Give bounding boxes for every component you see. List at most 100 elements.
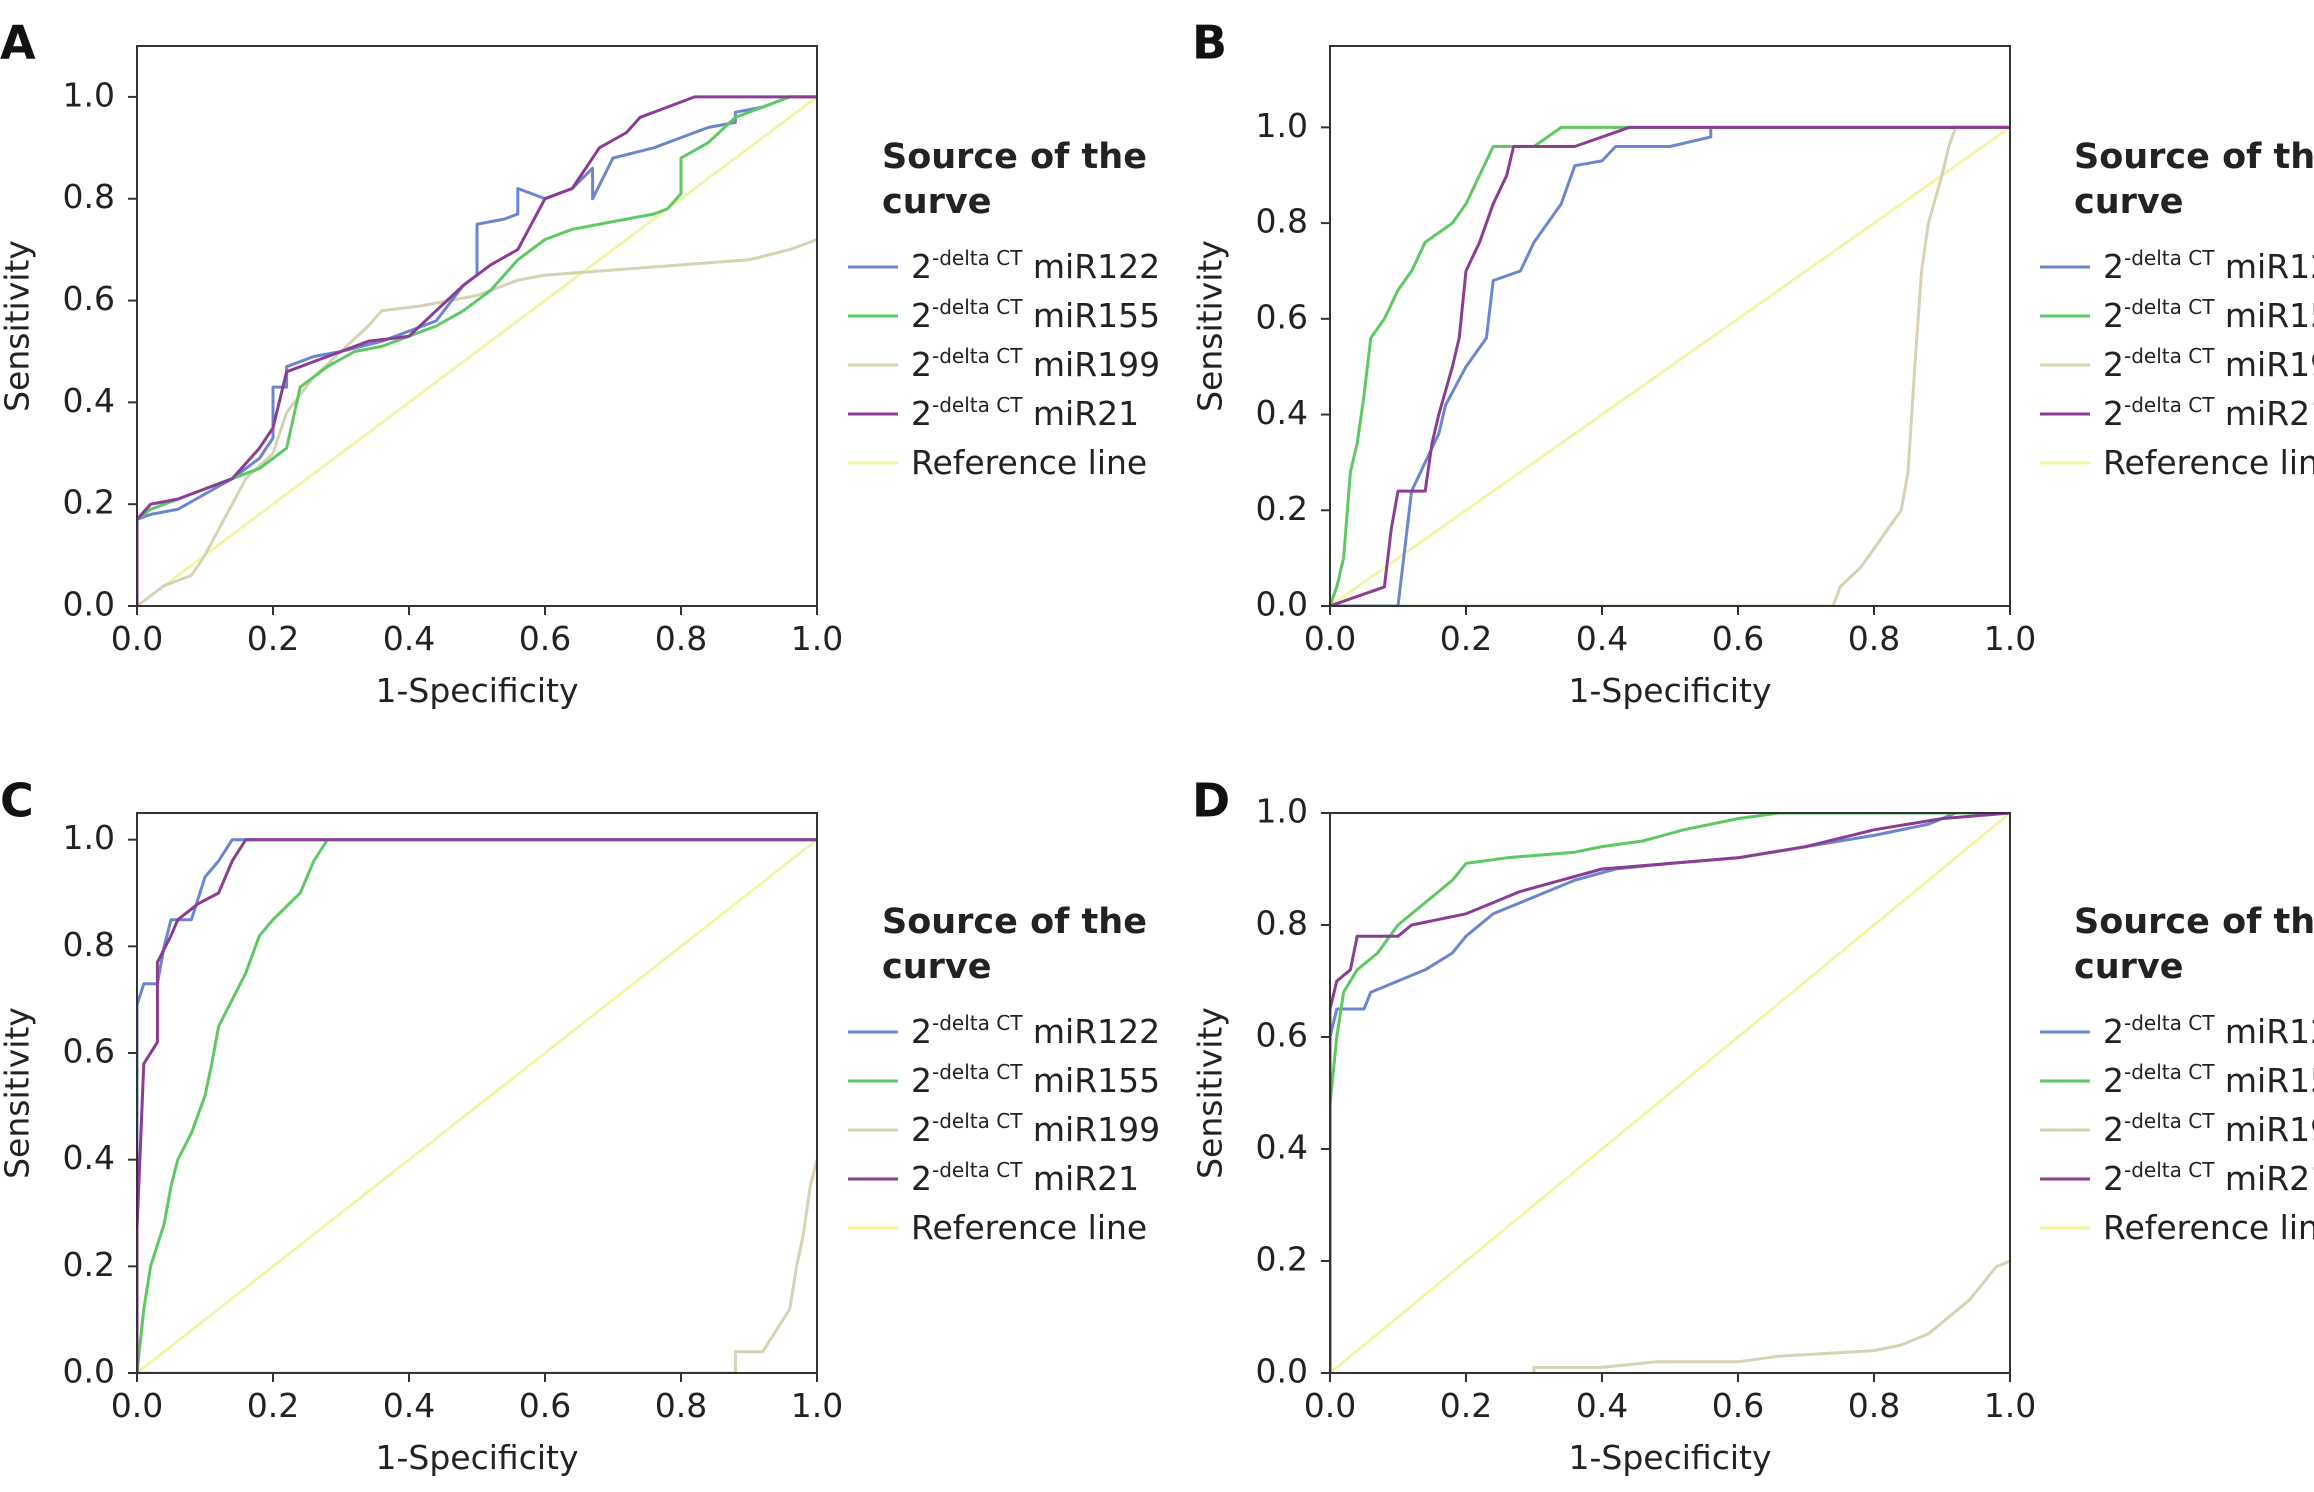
y-tick-label: 0.0	[1256, 585, 1308, 624]
y-tick-label: 1.0	[63, 818, 115, 857]
plot-frame	[1329, 812, 2011, 1374]
legend-entry: Reference line	[911, 443, 1147, 482]
x-tick-label: 0.0	[1304, 1386, 1356, 1425]
panel-b: B 0.0 0.2 0.4 0.6 0.8 1.0 0.0 0.2 0.4 0.6 0.8 1.0 1-S…	[1191, 16, 2314, 711]
x-tick-label: 0.2	[1440, 619, 1492, 658]
x-tick-label: 0.4	[383, 1386, 435, 1425]
series-line-mir199	[1532, 1259, 2010, 1373]
legend-entry: 2-delta CT miR199	[911, 344, 1160, 384]
x-axis-title: 1-Specificity	[376, 671, 579, 710]
series-line-mir122	[1330, 125, 2010, 606]
series-line-mir199	[1330, 125, 2010, 606]
legend-entry: Reference line	[911, 1208, 1147, 1247]
series-line-mir155	[137, 838, 817, 1373]
y-tick-label: 0.4	[1256, 1128, 1308, 1167]
legend-entry: 2-delta CT miR155	[911, 295, 1160, 335]
x-tick-label: 1.0	[1984, 1386, 2036, 1425]
y-tick-label: 0.0	[63, 1352, 115, 1391]
legend-entry: 2-delta CT miR199	[2103, 344, 2314, 384]
y-tick-label: 1.0	[1256, 106, 1308, 145]
legend-entry: 2-delta CT miR155	[2103, 295, 2314, 335]
curves	[137, 95, 817, 606]
x-tick-label: 0.6	[519, 1386, 571, 1425]
plot-frame	[136, 812, 818, 1374]
y-tick-label: 0.8	[63, 177, 115, 216]
legend-title: curve	[2074, 947, 2183, 987]
x-tick-label: 0.8	[1848, 1386, 1900, 1425]
x-tick-label: 0.0	[1304, 619, 1356, 658]
y-tick-label: 1.0	[63, 75, 115, 114]
legend-title: curve	[882, 947, 991, 987]
curves	[1330, 813, 2010, 1373]
y-tick-label: 0.0	[63, 585, 115, 624]
y-tick-label: 0.4	[63, 381, 115, 420]
legend-entry: Reference line	[2103, 443, 2314, 482]
legend-entry: 2-delta CT miR122	[911, 1011, 1160, 1051]
series-line-reference-line	[137, 95, 817, 606]
x-tick-label: 0.6	[1712, 1386, 1764, 1425]
y-tick-label: 0.8	[63, 925, 115, 964]
x-tick-label: 0.4	[383, 619, 435, 658]
panel-letter: B	[1192, 16, 1227, 70]
y-tick-label: 1.0	[1256, 792, 1308, 831]
series-line-mir21	[1330, 125, 2010, 606]
series-line-mir21	[137, 95, 817, 606]
x-tick-label: 0.2	[247, 1386, 299, 1425]
x-tick-label: 0.4	[1576, 1386, 1628, 1425]
legend-entry: 2-delta CT miR21	[911, 393, 1139, 433]
y-tick-label: 0.6	[1256, 297, 1308, 336]
x-tick-label: 0.0	[111, 619, 163, 658]
x-tick-label: 0.4	[1576, 619, 1628, 658]
x-tick-label: 1.0	[1984, 619, 2036, 658]
legend-entry: 2-delta CT miR199	[911, 1109, 1160, 1149]
legend-entry: Reference line	[2103, 1208, 2314, 1247]
x-tick-label: 0.0	[111, 1386, 163, 1425]
y-tick-label: 0.6	[63, 279, 115, 318]
y-tick-label: 0.6	[1256, 1016, 1308, 1055]
series-line-reference-line	[1330, 126, 2010, 606]
legend-entry: 2-delta CT miR21	[911, 1158, 1139, 1198]
y-tick-label: 0.4	[63, 1138, 115, 1177]
y-axis-title: Sensitivity	[0, 240, 37, 412]
y-tick-label: 0.2	[1256, 1240, 1308, 1279]
y-tick-label: 0.2	[63, 1245, 115, 1284]
series-line-mir155	[1330, 125, 2010, 606]
x-tick-label: 0.2	[247, 619, 299, 658]
legend-title: curve	[2074, 182, 2183, 222]
x-axis-title: 1-Specificity	[376, 1438, 579, 1477]
panel-d: D 0.0 0.2 0.4 0.6 0.8 1.0 0.0 0.2 0.4 0.6 0.8 1.0 1-S…	[1191, 774, 2314, 1478]
series-line-mir122	[1330, 813, 2010, 1373]
y-axis-title: Sensitivity	[0, 1007, 37, 1179]
panel-letter: A	[0, 16, 36, 70]
curves	[1330, 125, 2010, 606]
series-line-reference-line	[1330, 813, 2010, 1373]
plot-frame	[1329, 45, 2011, 607]
x-axis-title: 1-Specificity	[1569, 1438, 1772, 1477]
legend-entry: 2-delta CT miR155	[911, 1060, 1160, 1100]
legend-entry: 2-delta CT miR199	[2103, 1109, 2314, 1149]
x-axis-title: 1-Specificity	[1569, 671, 1772, 710]
legend-entry: 2-delta CT miR122	[911, 246, 1160, 286]
y-tick-label: 0.8	[1256, 202, 1308, 241]
series-line-mir199	[137, 1159, 817, 1373]
legend: Source of the curve 2-delta CT miR122 2-del…	[848, 137, 1160, 482]
series-line-reference-line	[137, 838, 817, 1373]
x-tick-label: 1.0	[791, 1386, 843, 1425]
legend-entry: 2-delta CT miR21	[2103, 1158, 2314, 1198]
plot-frame	[136, 45, 818, 607]
x-tick-label: 0.6	[519, 619, 571, 658]
panel-c: C 0.0 0.2 0.4 0.6 0.8 1.0 0.0 0.2 0.4 0.6 0.8 1.0 1-S…	[0, 774, 1160, 1478]
x-tick-label: 0.6	[1712, 619, 1764, 658]
series-line-mir21	[1330, 813, 2010, 1373]
legend-entry: 2-delta CT miR122	[2103, 1011, 2314, 1051]
y-tick-label: 0.8	[1256, 904, 1308, 943]
series-line-mir21	[137, 838, 817, 1373]
legend: Source of the curve 2-delta CT miR122 2-del…	[2040, 137, 2314, 482]
y-tick-label: 0.2	[1256, 489, 1308, 528]
legend: Source of the curve 2-delta CT miR122 2-del…	[2040, 902, 2314, 1247]
y-tick-label: 0.2	[63, 483, 115, 522]
y-axis-title: Sensitivity	[1191, 1007, 1230, 1179]
legend-entry: 2-delta CT miR122	[2103, 246, 2314, 286]
panel-letter: C	[0, 774, 34, 828]
